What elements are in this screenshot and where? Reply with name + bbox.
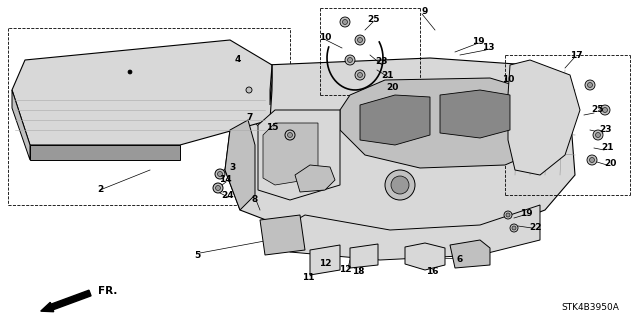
Polygon shape bbox=[340, 78, 545, 168]
Circle shape bbox=[512, 226, 516, 230]
Text: 12: 12 bbox=[319, 258, 332, 268]
Text: FR.: FR. bbox=[99, 286, 118, 296]
Polygon shape bbox=[12, 90, 30, 160]
Text: 16: 16 bbox=[426, 268, 438, 277]
Text: 12: 12 bbox=[339, 265, 351, 275]
Polygon shape bbox=[12, 40, 272, 145]
Circle shape bbox=[285, 130, 295, 140]
Text: 9: 9 bbox=[422, 8, 428, 17]
Polygon shape bbox=[360, 95, 430, 145]
Polygon shape bbox=[310, 245, 340, 275]
Circle shape bbox=[128, 70, 132, 74]
Polygon shape bbox=[260, 215, 305, 255]
Polygon shape bbox=[30, 145, 180, 160]
Polygon shape bbox=[350, 244, 378, 268]
Text: 3: 3 bbox=[229, 162, 235, 172]
Polygon shape bbox=[295, 165, 335, 192]
Text: 8: 8 bbox=[252, 196, 258, 204]
Polygon shape bbox=[270, 205, 540, 260]
Text: 18: 18 bbox=[352, 268, 364, 277]
Circle shape bbox=[355, 70, 365, 80]
Polygon shape bbox=[405, 243, 445, 270]
Circle shape bbox=[585, 80, 595, 90]
Text: STK4B3950A: STK4B3950A bbox=[561, 303, 619, 313]
Circle shape bbox=[287, 132, 292, 137]
Text: 15: 15 bbox=[266, 123, 278, 132]
Text: 25: 25 bbox=[591, 106, 604, 115]
Text: 10: 10 bbox=[502, 76, 514, 85]
Circle shape bbox=[345, 55, 355, 65]
Polygon shape bbox=[440, 90, 510, 138]
Text: 19: 19 bbox=[520, 209, 532, 218]
Circle shape bbox=[215, 169, 225, 179]
Text: 23: 23 bbox=[600, 125, 612, 135]
Text: 10: 10 bbox=[319, 33, 331, 41]
Text: 19: 19 bbox=[472, 38, 484, 47]
Circle shape bbox=[348, 57, 353, 63]
Circle shape bbox=[588, 83, 593, 87]
Text: 20: 20 bbox=[386, 84, 398, 93]
Circle shape bbox=[506, 213, 510, 217]
Circle shape bbox=[385, 170, 415, 200]
Polygon shape bbox=[258, 110, 340, 200]
Polygon shape bbox=[225, 58, 575, 245]
Text: 13: 13 bbox=[482, 43, 494, 53]
Polygon shape bbox=[263, 123, 318, 185]
Circle shape bbox=[510, 224, 518, 232]
Text: 4: 4 bbox=[235, 56, 241, 64]
Circle shape bbox=[355, 35, 365, 45]
Circle shape bbox=[587, 155, 597, 165]
Circle shape bbox=[358, 38, 362, 42]
Circle shape bbox=[589, 158, 595, 162]
Text: 24: 24 bbox=[221, 190, 234, 199]
Text: 11: 11 bbox=[301, 273, 314, 283]
Polygon shape bbox=[225, 120, 255, 210]
Circle shape bbox=[213, 183, 223, 193]
Circle shape bbox=[600, 105, 610, 115]
Text: 17: 17 bbox=[570, 50, 582, 60]
Circle shape bbox=[358, 72, 362, 78]
Circle shape bbox=[602, 108, 607, 113]
Text: 23: 23 bbox=[376, 57, 388, 66]
Circle shape bbox=[218, 172, 223, 176]
Circle shape bbox=[216, 186, 221, 190]
Text: 22: 22 bbox=[530, 224, 542, 233]
Circle shape bbox=[593, 130, 603, 140]
Circle shape bbox=[246, 87, 252, 93]
Text: 25: 25 bbox=[367, 16, 380, 25]
Polygon shape bbox=[270, 65, 272, 105]
Text: 5: 5 bbox=[194, 250, 200, 259]
Circle shape bbox=[595, 132, 600, 137]
Text: 14: 14 bbox=[219, 175, 231, 184]
Text: 2: 2 bbox=[97, 186, 103, 195]
Circle shape bbox=[340, 17, 350, 27]
Circle shape bbox=[342, 19, 348, 25]
Polygon shape bbox=[508, 60, 580, 175]
Circle shape bbox=[504, 211, 512, 219]
Text: 7: 7 bbox=[247, 114, 253, 122]
Text: 6: 6 bbox=[457, 256, 463, 264]
Text: 21: 21 bbox=[601, 144, 613, 152]
Text: 20: 20 bbox=[604, 159, 616, 167]
Text: 21: 21 bbox=[381, 70, 394, 79]
Circle shape bbox=[391, 176, 409, 194]
FancyArrow shape bbox=[41, 290, 91, 312]
Polygon shape bbox=[450, 240, 490, 268]
